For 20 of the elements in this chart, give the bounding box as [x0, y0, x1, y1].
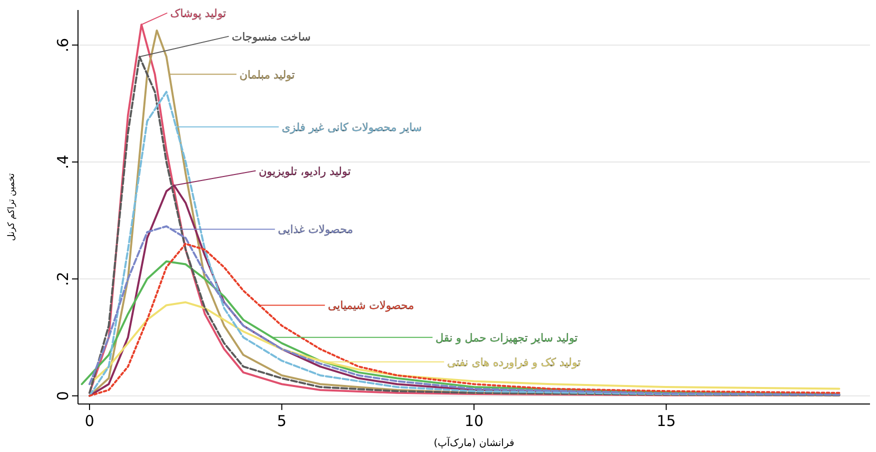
- text: تولید رادیو، تلویزیون: [258, 164, 351, 178]
- legend-label: تولید پوشاک: [170, 6, 226, 20]
- y-axis-title: تخمین تراکم کرنل: [7, 172, 17, 241]
- y-tick-label: .6: [54, 38, 72, 52]
- x-tick-label: 10: [464, 412, 484, 430]
- text: ساخت منسوجات: [232, 30, 311, 44]
- text: تولید مبلمان: [239, 68, 295, 82]
- series-label: تولید کک و فراورده های نفتی: [447, 356, 581, 369]
- text: تولید سایر تجهیزات حمل و نقل: [436, 331, 578, 344]
- y-tick-label: .2: [54, 272, 72, 286]
- y-tick-label: .4: [54, 154, 72, 170]
- x-axis-title: فرانشان (مارک‌آپ): [434, 436, 514, 449]
- y-tick-label: 0: [54, 391, 72, 401]
- x-tick-label: 0: [84, 412, 94, 430]
- text: محصولات شیمیایی: [328, 299, 414, 312]
- text: محصولات غذایی: [278, 223, 354, 236]
- line-series: [88, 301, 840, 390]
- text: سایر محصولات کانی غیر فلزی: [282, 120, 422, 134]
- x-tick-label: 15: [656, 412, 676, 430]
- x-tick-label: 5: [276, 412, 287, 430]
